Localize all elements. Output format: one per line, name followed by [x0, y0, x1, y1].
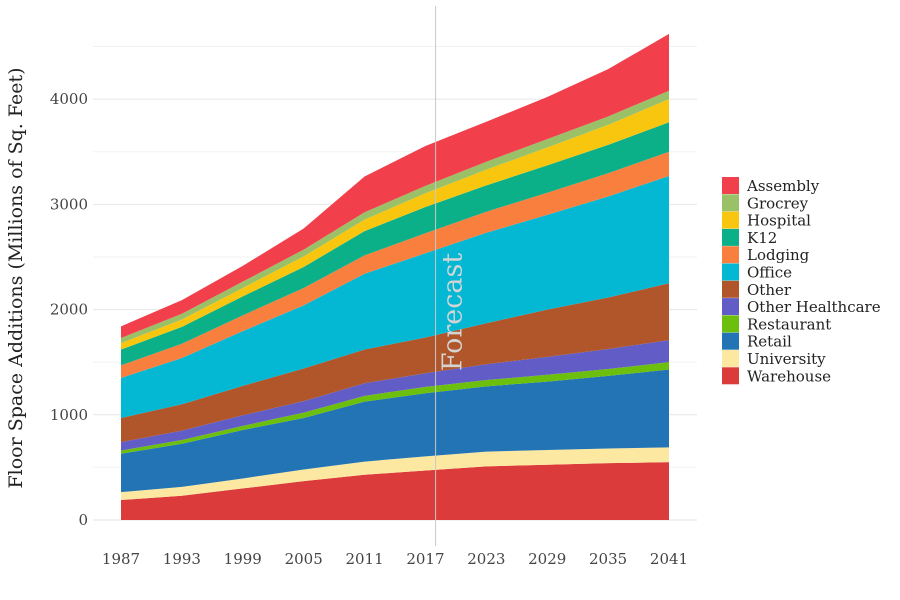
area-retail	[121, 369, 669, 493]
area-warehouse	[121, 462, 669, 520]
legend-swatch-hospital	[722, 211, 739, 229]
legend-swatch-other	[722, 280, 739, 298]
legend-swatch-assembly	[722, 177, 739, 194]
legend-label-hospital: Hospital	[747, 212, 811, 230]
legend-swatch-grocrey	[722, 194, 739, 212]
legend-label-other: Other	[747, 281, 792, 299]
legend-label-grocrey: Grocrey	[747, 194, 809, 212]
legend-label-lodging: Lodging	[747, 246, 810, 264]
x-tick-label: 2035	[589, 550, 627, 568]
y-tick-label: 2000	[50, 301, 88, 319]
legend-swatch-other-healthcare	[722, 298, 739, 316]
y-axis-ticks: 0 1000 2000 3000 4000	[50, 90, 88, 529]
x-tick-label: 2041	[650, 550, 688, 568]
legend-swatch-lodging	[722, 246, 739, 264]
area-grocrey	[121, 90, 669, 344]
legend-swatch-k12	[722, 228, 739, 246]
legend-swatch-retail	[722, 332, 739, 350]
x-tick-label: 2011	[345, 550, 383, 568]
x-tick-label: 2017	[406, 550, 444, 568]
y-tick-label: 0	[78, 511, 88, 529]
area-series	[121, 33, 669, 520]
y-axis-label: Floor Space Additions (Millions of Sq. F…	[5, 67, 27, 488]
legend-label-warehouse: Warehouse	[747, 367, 831, 385]
legend-swatch-office	[722, 263, 739, 281]
legend-label-assembly: Assembly	[746, 177, 820, 195]
area-other-healthcare	[121, 340, 669, 451]
y-tick-label: 3000	[50, 195, 88, 213]
legend-swatch-restaurant	[722, 315, 739, 333]
legend-label-restaurant: Restaurant	[747, 315, 831, 333]
x-tick-label: 1987	[102, 550, 140, 568]
area-university	[121, 447, 669, 501]
area-k12	[121, 122, 669, 366]
forecast-marker: Forecast	[435, 6, 469, 546]
x-tick-label: 1999	[224, 550, 262, 568]
legend: AssemblyGrocreyHospitalK12LodgingOfficeO…	[722, 177, 881, 385]
legend-label-retail: Retail	[747, 333, 792, 351]
legend-label-k12: K12	[747, 229, 777, 247]
legend-label-office: Office	[747, 264, 792, 282]
x-tick-label: 2029	[528, 550, 566, 568]
area-assembly	[121, 33, 669, 338]
legend-swatch-university	[722, 350, 739, 367]
y-tick-label: 4000	[50, 90, 88, 108]
area-lodging	[121, 151, 669, 378]
x-tick-label: 2023	[467, 550, 505, 568]
legend-swatch-warehouse	[722, 367, 739, 385]
y-tick-label: 1000	[50, 406, 88, 424]
x-axis-ticks: 1987 1993 1999 2005 2011 2017 2023 2029 2035 2041	[102, 550, 688, 568]
legend-label-other-healthcare: Other Healthcare	[747, 298, 881, 316]
x-tick-label: 1993	[163, 550, 201, 568]
area-other	[121, 283, 669, 443]
x-tick-label: 2005	[285, 550, 323, 568]
area-office	[121, 175, 669, 418]
area-restaurant	[121, 362, 669, 454]
forecast-label: Forecast	[438, 253, 469, 371]
legend-label-university: University	[747, 350, 826, 368]
area-hospital	[121, 99, 669, 350]
